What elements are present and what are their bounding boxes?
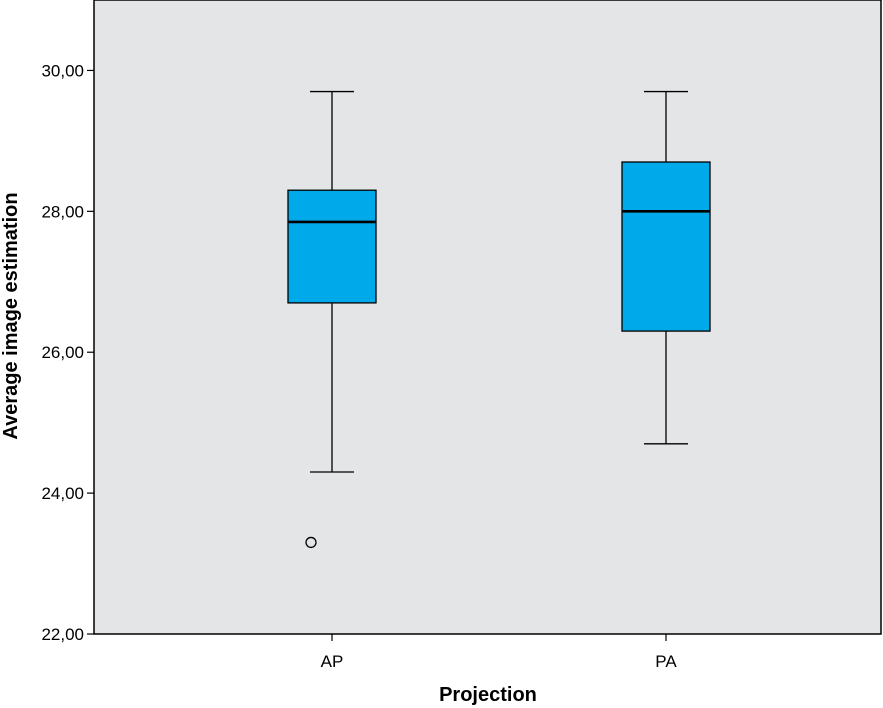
iqr-box [621,161,711,332]
boxes [287,90,711,549]
iqr-box [287,189,377,304]
x-axis-title: Projection [439,684,537,706]
y-axis: 22,00 24,00 26,00 28,00 30,00 [41,61,94,644]
outlier-point [305,536,317,549]
x-tick-label: PA [655,652,677,671]
x-axis: AP PA [321,634,677,671]
y-tick-label: 26,00 [41,343,84,362]
box-ap [287,90,377,549]
y-tick-label: 30,00 [41,61,84,80]
y-axis-title: Average image estimation [0,192,22,439]
y-tick-label: 28,00 [41,202,84,221]
plot-area [93,0,882,635]
y-tick-label: 24,00 [41,484,84,503]
y-tick-label: 22,00 [41,625,84,644]
box-pa [621,90,711,445]
x-tick-label: AP [321,652,344,671]
